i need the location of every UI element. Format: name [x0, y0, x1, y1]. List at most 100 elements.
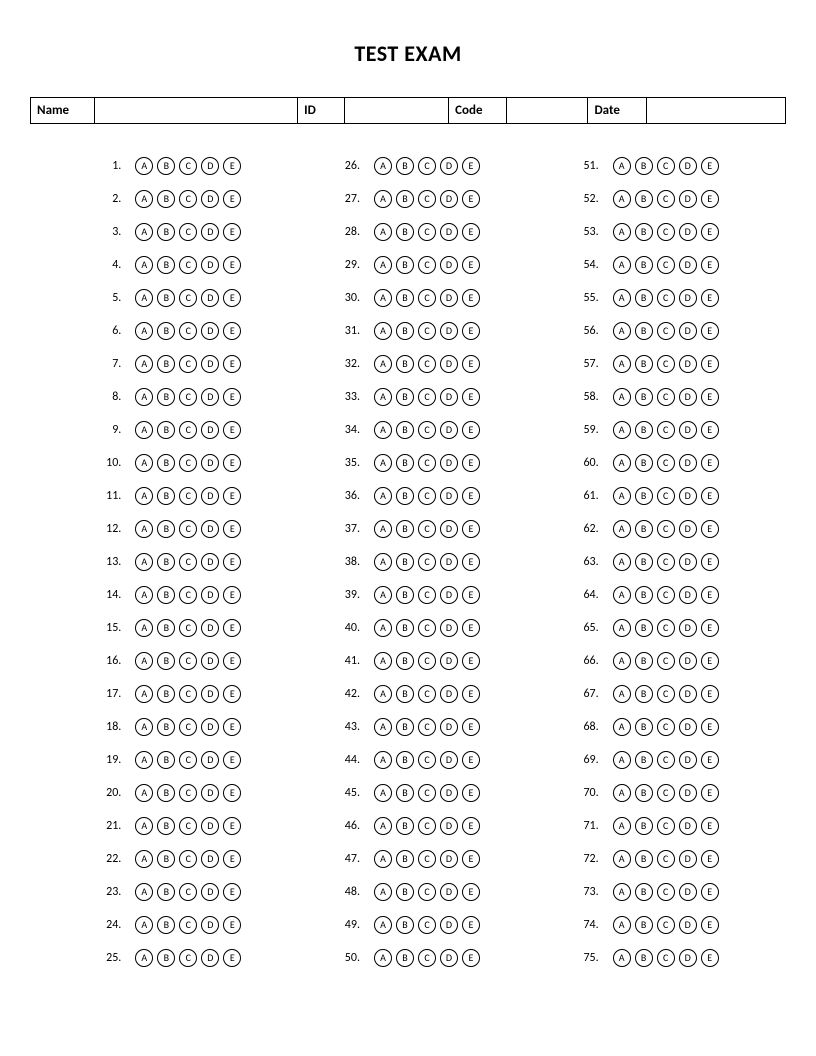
bubble-option-c[interactable]: C — [179, 685, 197, 703]
bubble-option-b[interactable]: B — [157, 388, 175, 406]
bubble-option-e[interactable]: E — [223, 322, 241, 340]
bubble-option-c[interactable]: C — [418, 586, 436, 604]
bubble-option-b[interactable]: B — [635, 652, 653, 670]
bubble-option-b[interactable]: B — [635, 223, 653, 241]
bubble-option-a[interactable]: A — [613, 949, 631, 967]
bubble-option-d[interactable]: D — [440, 850, 458, 868]
bubble-option-b[interactable]: B — [157, 322, 175, 340]
bubble-option-b[interactable]: B — [635, 355, 653, 373]
bubble-option-c[interactable]: C — [657, 487, 675, 505]
bubble-option-e[interactable]: E — [701, 223, 719, 241]
bubble-option-b[interactable]: B — [157, 751, 175, 769]
bubble-option-d[interactable]: D — [440, 751, 458, 769]
bubble-option-e[interactable]: E — [462, 454, 480, 472]
bubble-option-c[interactable]: C — [657, 553, 675, 571]
bubble-option-c[interactable]: C — [657, 157, 675, 175]
bubble-option-c[interactable]: C — [657, 718, 675, 736]
bubble-option-d[interactable]: D — [440, 883, 458, 901]
bubble-option-a[interactable]: A — [135, 223, 153, 241]
bubble-option-d[interactable]: D — [201, 223, 219, 241]
bubble-option-c[interactable]: C — [657, 619, 675, 637]
bubble-option-b[interactable]: B — [396, 256, 414, 274]
header-value-id[interactable] — [344, 98, 449, 124]
bubble-option-a[interactable]: A — [613, 487, 631, 505]
bubble-option-a[interactable]: A — [135, 883, 153, 901]
bubble-option-e[interactable]: E — [223, 949, 241, 967]
bubble-option-c[interactable]: C — [418, 421, 436, 439]
bubble-option-e[interactable]: E — [223, 619, 241, 637]
bubble-option-e[interactable]: E — [223, 421, 241, 439]
bubble-option-a[interactable]: A — [613, 520, 631, 538]
bubble-option-c[interactable]: C — [418, 289, 436, 307]
bubble-option-b[interactable]: B — [635, 388, 653, 406]
bubble-option-a[interactable]: A — [374, 355, 392, 373]
bubble-option-e[interactable]: E — [462, 817, 480, 835]
bubble-option-a[interactable]: A — [613, 751, 631, 769]
bubble-option-b[interactable]: B — [157, 949, 175, 967]
bubble-option-d[interactable]: D — [679, 454, 697, 472]
bubble-option-c[interactable]: C — [179, 421, 197, 439]
bubble-option-d[interactable]: D — [201, 388, 219, 406]
bubble-option-a[interactable]: A — [613, 553, 631, 571]
bubble-option-a[interactable]: A — [613, 256, 631, 274]
bubble-option-b[interactable]: B — [157, 454, 175, 472]
bubble-option-d[interactable]: D — [201, 784, 219, 802]
bubble-option-c[interactable]: C — [657, 322, 675, 340]
bubble-option-e[interactable]: E — [462, 520, 480, 538]
header-value-code[interactable] — [507, 98, 588, 124]
bubble-option-a[interactable]: A — [613, 652, 631, 670]
bubble-option-d[interactable]: D — [679, 487, 697, 505]
bubble-option-c[interactable]: C — [179, 949, 197, 967]
bubble-option-b[interactable]: B — [396, 619, 414, 637]
bubble-option-b[interactable]: B — [635, 520, 653, 538]
bubble-option-d[interactable]: D — [679, 322, 697, 340]
bubble-option-b[interactable]: B — [157, 619, 175, 637]
bubble-option-b[interactable]: B — [635, 718, 653, 736]
bubble-option-d[interactable]: D — [679, 355, 697, 373]
bubble-option-e[interactable]: E — [701, 949, 719, 967]
bubble-option-e[interactable]: E — [223, 355, 241, 373]
bubble-option-c[interactable]: C — [418, 751, 436, 769]
bubble-option-c[interactable]: C — [179, 520, 197, 538]
bubble-option-a[interactable]: A — [135, 718, 153, 736]
bubble-option-e[interactable]: E — [223, 553, 241, 571]
bubble-option-c[interactable]: C — [179, 916, 197, 934]
bubble-option-c[interactable]: C — [418, 850, 436, 868]
bubble-option-c[interactable]: C — [179, 751, 197, 769]
bubble-option-c[interactable]: C — [657, 817, 675, 835]
bubble-option-c[interactable]: C — [179, 718, 197, 736]
bubble-option-a[interactable]: A — [374, 883, 392, 901]
bubble-option-c[interactable]: C — [179, 223, 197, 241]
bubble-option-b[interactable]: B — [396, 850, 414, 868]
bubble-option-d[interactable]: D — [679, 751, 697, 769]
bubble-option-c[interactable]: C — [418, 190, 436, 208]
bubble-option-a[interactable]: A — [135, 784, 153, 802]
bubble-option-e[interactable]: E — [223, 454, 241, 472]
bubble-option-a[interactable]: A — [613, 817, 631, 835]
bubble-option-e[interactable]: E — [701, 619, 719, 637]
bubble-option-b[interactable]: B — [157, 520, 175, 538]
bubble-option-e[interactable]: E — [223, 520, 241, 538]
bubble-option-d[interactable]: D — [201, 421, 219, 439]
bubble-option-a[interactable]: A — [613, 784, 631, 802]
bubble-option-c[interactable]: C — [179, 388, 197, 406]
bubble-option-a[interactable]: A — [374, 751, 392, 769]
bubble-option-d[interactable]: D — [201, 586, 219, 604]
bubble-option-e[interactable]: E — [701, 685, 719, 703]
bubble-option-e[interactable]: E — [223, 487, 241, 505]
bubble-option-d[interactable]: D — [440, 784, 458, 802]
bubble-option-a[interactable]: A — [135, 454, 153, 472]
bubble-option-b[interactable]: B — [396, 355, 414, 373]
bubble-option-a[interactable]: A — [135, 322, 153, 340]
bubble-option-b[interactable]: B — [635, 850, 653, 868]
bubble-option-b[interactable]: B — [157, 718, 175, 736]
bubble-option-b[interactable]: B — [635, 190, 653, 208]
bubble-option-c[interactable]: C — [657, 289, 675, 307]
bubble-option-b[interactable]: B — [396, 520, 414, 538]
bubble-option-b[interactable]: B — [635, 619, 653, 637]
bubble-option-d[interactable]: D — [679, 883, 697, 901]
bubble-option-d[interactable]: D — [440, 652, 458, 670]
bubble-option-e[interactable]: E — [462, 619, 480, 637]
bubble-option-d[interactable]: D — [201, 916, 219, 934]
bubble-option-a[interactable]: A — [374, 157, 392, 175]
